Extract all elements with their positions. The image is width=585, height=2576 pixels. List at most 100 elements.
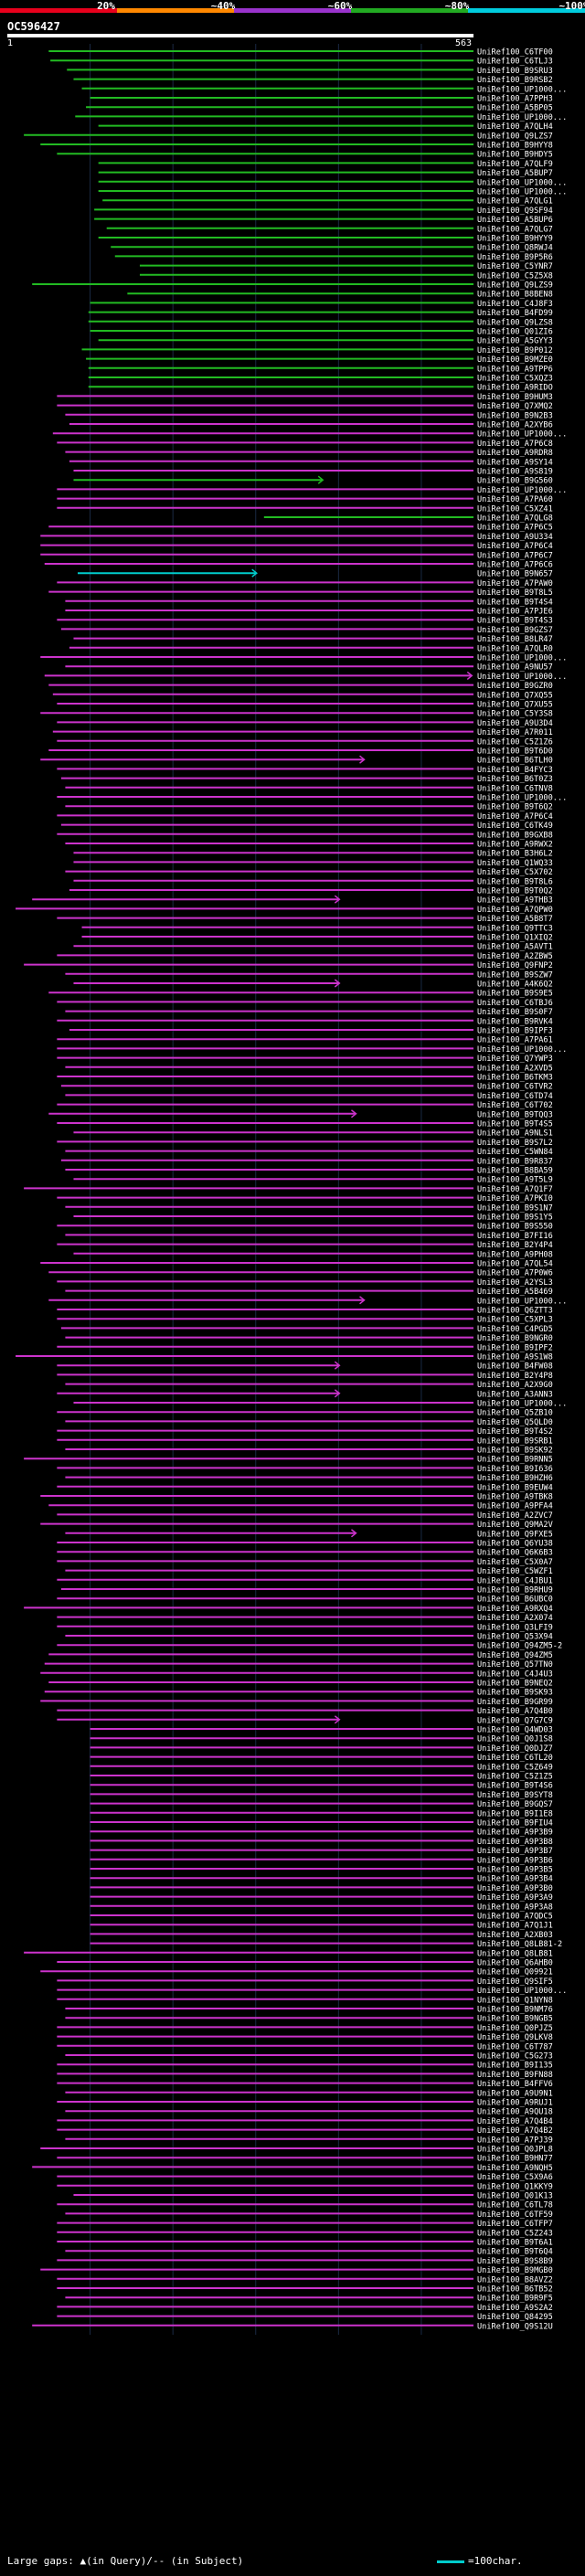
hit-row[interactable]: UniRef100_UP1000... bbox=[81, 85, 568, 94]
hit-row[interactable]: UniRef100_A9SY14 bbox=[69, 458, 553, 467]
hit-label[interactable]: UniRef100_A2XB03 bbox=[477, 1931, 553, 1940]
hit-label[interactable]: UniRef100_UP1000... bbox=[477, 188, 567, 197]
hit-row[interactable]: UniRef100_A5AVT1 bbox=[73, 943, 553, 952]
hit-row[interactable]: UniRef100_B9T6D0 bbox=[48, 747, 553, 757]
hit-row[interactable]: UniRef100_A7QDC5 bbox=[90, 1913, 553, 1922]
hit-label[interactable]: UniRef100_A7Q4B0 bbox=[477, 1707, 553, 1716]
hit-label[interactable]: UniRef100_A7PJ39 bbox=[477, 2136, 553, 2145]
hit-label[interactable]: UniRef100_C5X0A7 bbox=[477, 1558, 553, 1567]
hit-row[interactable]: UniRef100_Q8LB81-2 bbox=[90, 1940, 563, 1949]
hit-row[interactable]: UniRef100_Q9LZS9 bbox=[32, 281, 553, 291]
hit-label[interactable]: UniRef100_B8LR47 bbox=[477, 635, 553, 644]
hit-row[interactable]: UniRef100_Q7XU55 bbox=[57, 701, 553, 710]
hit-row[interactable]: UniRef100_B9T0Q2 bbox=[69, 887, 553, 896]
hit-label[interactable]: UniRef100_A5AVT1 bbox=[477, 943, 553, 952]
hit-label[interactable]: UniRef100_A3ANN3 bbox=[477, 1390, 553, 1399]
hit-row[interactable]: UniRef100_A9P3B0 bbox=[90, 1884, 553, 1893]
hit-label[interactable]: UniRef100_C5Z1Z5 bbox=[477, 1773, 553, 1782]
hit-row[interactable]: UniRef100_B9N2B3 bbox=[65, 411, 553, 420]
hit-row[interactable]: UniRef100_A7P6C8 bbox=[57, 440, 553, 449]
hit-row[interactable]: UniRef100_B9HDY5 bbox=[57, 151, 553, 160]
hit-row[interactable]: UniRef100_A2XVD5 bbox=[65, 1064, 553, 1073]
hit-row[interactable]: UniRef100_B9T4S6 bbox=[90, 1782, 553, 1791]
hit-label[interactable]: UniRef100_B9GR99 bbox=[477, 1698, 553, 1707]
hit-label[interactable]: UniRef100_B9SRB1 bbox=[477, 1436, 553, 1446]
hit-row[interactable]: UniRef100_A9P3B4 bbox=[90, 1875, 553, 1884]
hit-label[interactable]: UniRef100_B9S550 bbox=[477, 1223, 553, 1232]
hit-row[interactable]: UniRef100_A9P3B6 bbox=[90, 1856, 553, 1865]
hit-label[interactable]: UniRef100_B6TKM3 bbox=[477, 1074, 553, 1083]
hit-row[interactable]: UniRef100_B9S9E5 bbox=[48, 990, 553, 999]
hit-row[interactable]: UniRef100_Q6ZTT3 bbox=[57, 1307, 553, 1316]
hit-row[interactable]: UniRef100_B9SK92 bbox=[65, 1447, 553, 1456]
hit-row[interactable]: UniRef100_B9T4S2 bbox=[57, 1427, 553, 1436]
hit-row[interactable]: UniRef100_B9SRB1 bbox=[57, 1436, 553, 1446]
hit-row[interactable]: UniRef100_A7P6C6 bbox=[44, 561, 553, 570]
hit-label[interactable]: UniRef100_B9NGB5 bbox=[477, 2015, 553, 2024]
hit-row[interactable]: UniRef100_UP1000... bbox=[44, 671, 568, 682]
hit-row[interactable]: UniRef100_Q7G7C9 bbox=[57, 1715, 553, 1726]
hit-label[interactable]: UniRef100_A9S1W8 bbox=[477, 1353, 553, 1362]
hit-label[interactable]: UniRef100_B9T6A1 bbox=[477, 2239, 553, 2248]
hit-label[interactable]: UniRef100_A9TBK8 bbox=[477, 1493, 553, 1502]
hit-label[interactable]: UniRef100_B9RHU9 bbox=[477, 1586, 553, 1595]
hit-row[interactable]: UniRef100_C5G273 bbox=[65, 2052, 553, 2062]
hit-label[interactable]: UniRef100_Q9SIF5 bbox=[477, 1977, 553, 1987]
hit-row[interactable]: UniRef100_A7PKI0 bbox=[57, 1194, 553, 1203]
hit-label[interactable]: UniRef100_B9I135 bbox=[477, 2062, 553, 2071]
hit-label[interactable]: UniRef100_B8BEN8 bbox=[477, 291, 553, 300]
hit-row[interactable]: UniRef100_A7P6C5 bbox=[48, 524, 553, 533]
hit-label[interactable]: UniRef100_B9NGR0 bbox=[477, 1334, 553, 1343]
hit-row[interactable]: UniRef100_Q7YWP3 bbox=[57, 1055, 553, 1064]
hit-row[interactable]: UniRef100_A9P3A8 bbox=[90, 1903, 553, 1912]
hit-row[interactable]: UniRef100_Q01ZI6 bbox=[90, 328, 553, 337]
hit-label[interactable]: UniRef100_C5X9A6 bbox=[477, 2173, 553, 2182]
hit-row[interactable]: UniRef100_A5BUP6 bbox=[94, 216, 553, 225]
hit-label[interactable]: UniRef100_B9NEQ2 bbox=[477, 1680, 553, 1689]
hit-row[interactable]: UniRef100_Q0JPL8 bbox=[40, 2146, 553, 2155]
hit-row[interactable]: UniRef100_B9T6Q2 bbox=[65, 803, 553, 812]
hit-row[interactable]: UniRef100_C6TF00 bbox=[48, 48, 553, 58]
hit-label[interactable]: UniRef100_A2YSL3 bbox=[477, 1278, 553, 1288]
hit-row[interactable]: UniRef100_A9PH08 bbox=[73, 1250, 553, 1259]
hit-row[interactable]: UniRef100_C6TVR2 bbox=[60, 1083, 553, 1092]
hit-row[interactable]: UniRef100_A2YSL3 bbox=[57, 1278, 553, 1288]
hit-row[interactable]: UniRef100_Q9LKV8 bbox=[57, 2033, 553, 2042]
hit-row[interactable]: UniRef100_Q9TTC3 bbox=[81, 924, 553, 933]
hit-label[interactable]: UniRef100_A9RWX2 bbox=[477, 841, 553, 850]
hit-label[interactable]: UniRef100_A7Q1J1 bbox=[477, 1922, 553, 1931]
hit-label[interactable]: UniRef100_A9P3B6 bbox=[477, 1856, 553, 1865]
hit-label[interactable]: UniRef100_A2X074 bbox=[477, 1614, 553, 1623]
hit-row[interactable]: UniRef100_C4JBU1 bbox=[57, 1576, 553, 1585]
hit-row[interactable]: UniRef100_B9HZH6 bbox=[65, 1474, 553, 1483]
hit-row[interactable]: UniRef100_B9P5R6 bbox=[114, 253, 553, 262]
hit-label[interactable]: UniRef100_Q1WQ33 bbox=[477, 859, 553, 868]
hit-label[interactable]: UniRef100_A7R011 bbox=[477, 728, 553, 737]
hit-label[interactable]: UniRef100_C5YNR7 bbox=[477, 262, 553, 271]
hit-label[interactable]: UniRef100_UP1000... bbox=[477, 178, 567, 187]
hit-label[interactable]: UniRef100_A9P3B9 bbox=[477, 1829, 553, 1838]
hit-label[interactable]: UniRef100_B9T6Q2 bbox=[477, 803, 553, 812]
hit-row[interactable]: UniRef100_B8BEN8 bbox=[127, 291, 553, 300]
hit-label[interactable]: UniRef100_Q6ZTT3 bbox=[477, 1307, 553, 1316]
hit-label[interactable]: UniRef100_A7QDC5 bbox=[477, 1913, 553, 1922]
hit-row[interactable]: UniRef100_B9HYY9 bbox=[98, 235, 553, 244]
hit-row[interactable]: UniRef100_C6TD74 bbox=[65, 1092, 553, 1101]
hit-row[interactable]: UniRef100_C5XZ41 bbox=[57, 504, 553, 514]
hit-label[interactable]: UniRef100_B9T0Q2 bbox=[477, 887, 553, 896]
hit-label[interactable]: UniRef100_B9FIU4 bbox=[477, 1819, 553, 1829]
hit-label[interactable]: UniRef100_C5WN84 bbox=[477, 1148, 553, 1157]
hit-label[interactable]: UniRef100_A2XVD5 bbox=[477, 1064, 553, 1073]
hit-label[interactable]: UniRef100_B9EUW4 bbox=[477, 1483, 553, 1492]
hit-label[interactable]: UniRef100_Q3LFI9 bbox=[477, 1623, 553, 1632]
hit-label[interactable]: UniRef100_A9SY14 bbox=[477, 458, 553, 467]
hit-label[interactable]: UniRef100_C4J8F3 bbox=[477, 300, 553, 309]
hit-label[interactable]: UniRef100_B9GQS7 bbox=[477, 1800, 553, 1809]
hit-row[interactable]: UniRef100_B9T8L6 bbox=[73, 877, 553, 886]
hit-row[interactable]: UniRef100_A2XB03 bbox=[90, 1931, 553, 1940]
hit-row[interactable]: UniRef100_A7R011 bbox=[52, 728, 553, 737]
hit-label[interactable]: UniRef100_C6TNV8 bbox=[477, 784, 553, 793]
hit-label[interactable]: UniRef100_A7QPW0 bbox=[477, 906, 553, 915]
hit-label[interactable]: UniRef100_B9MGB0 bbox=[477, 2266, 553, 2275]
hit-row[interactable]: UniRef100_C6TFP7 bbox=[57, 2220, 553, 2229]
